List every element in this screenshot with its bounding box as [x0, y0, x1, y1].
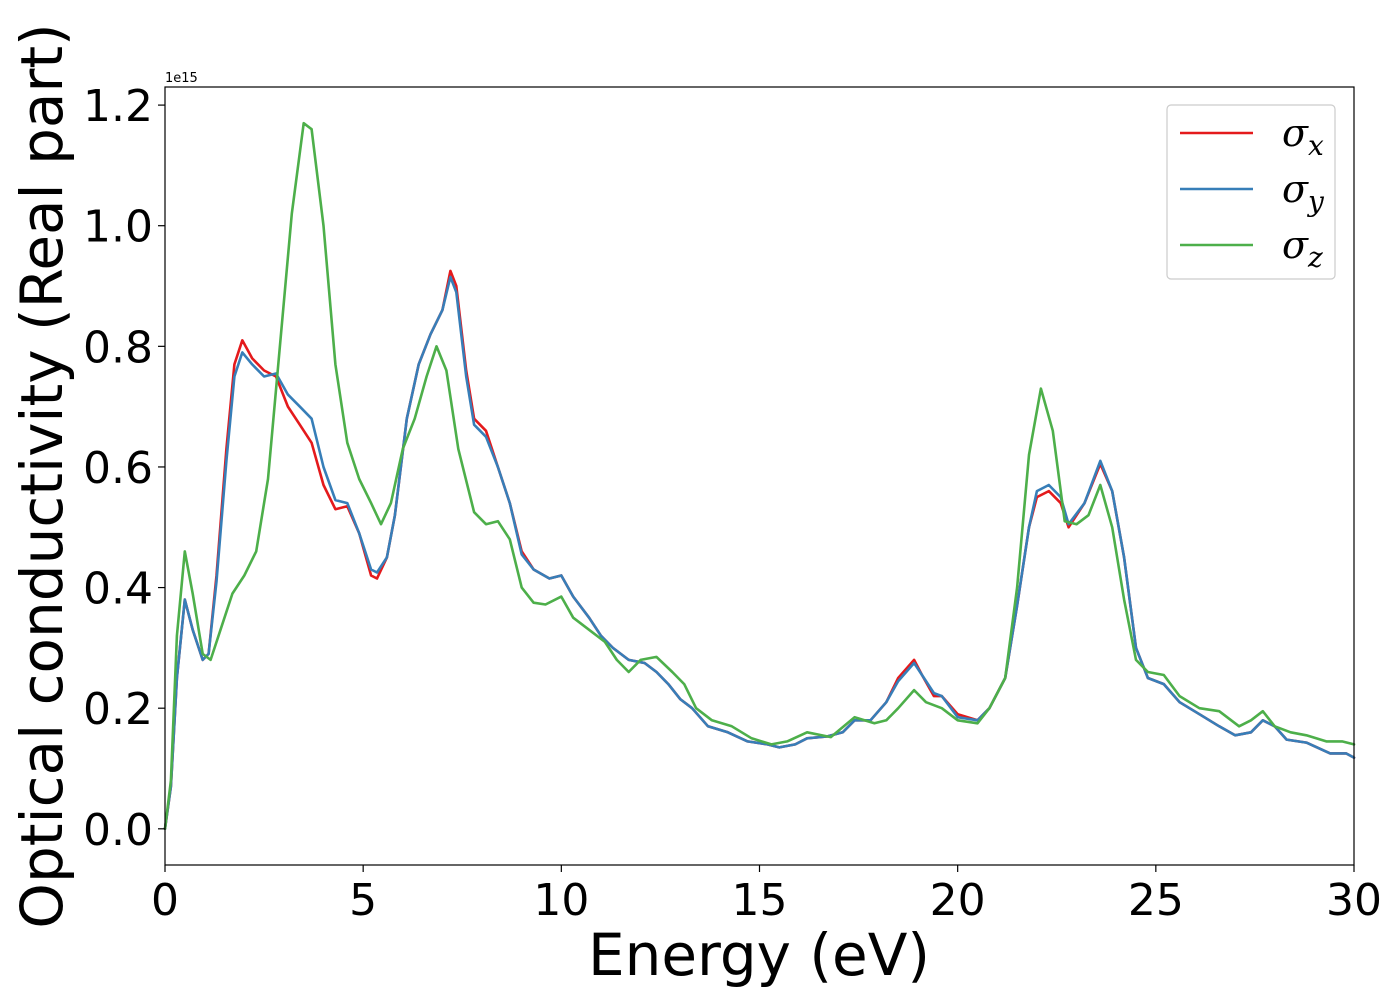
y-tick-label: 0.4	[83, 564, 153, 615]
legend-frame	[1166, 104, 1336, 280]
y-axis-label: Optical conductivity (Real part)	[8, 23, 76, 928]
y-tick-label: 1.2	[83, 81, 153, 132]
y-tick-label: 0.2	[83, 684, 153, 735]
y-offset-text: 1e15	[165, 71, 198, 86]
x-axis: 0 5 10 15 20 25 30	[151, 865, 1382, 926]
y-axis: 0.0 0.2 0.4 0.6 0.8 1.0 1.2	[83, 81, 165, 856]
y-tick-label: 1.0	[83, 202, 153, 253]
legend-label-z: σz	[1282, 223, 1323, 274]
x-tick-label: 25	[1128, 875, 1184, 926]
legend-label-x: σx	[1282, 111, 1324, 162]
series-layer	[163, 121, 1356, 831]
x-tick-label: 30	[1326, 875, 1382, 926]
x-tick-label: 5	[349, 875, 377, 926]
y-tick-label: 0.6	[83, 443, 153, 494]
y-tick-label: 0.0	[83, 805, 153, 856]
x-tick-label: 15	[732, 875, 788, 926]
y-tick-label: 0.8	[83, 322, 153, 373]
x-tick-label: 10	[533, 875, 589, 926]
series-line-y	[163, 275, 1356, 831]
x-axis-label: Energy (eV)	[588, 921, 930, 989]
x-tick-label: 0	[151, 875, 179, 926]
x-tick-label: 20	[930, 875, 986, 926]
series-line-z	[163, 121, 1356, 831]
legend-label-y: σy	[1282, 167, 1325, 218]
